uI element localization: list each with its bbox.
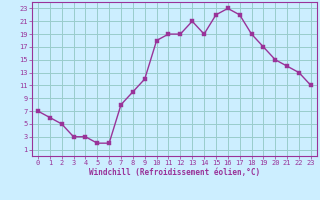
X-axis label: Windchill (Refroidissement éolien,°C): Windchill (Refroidissement éolien,°C)	[89, 168, 260, 177]
